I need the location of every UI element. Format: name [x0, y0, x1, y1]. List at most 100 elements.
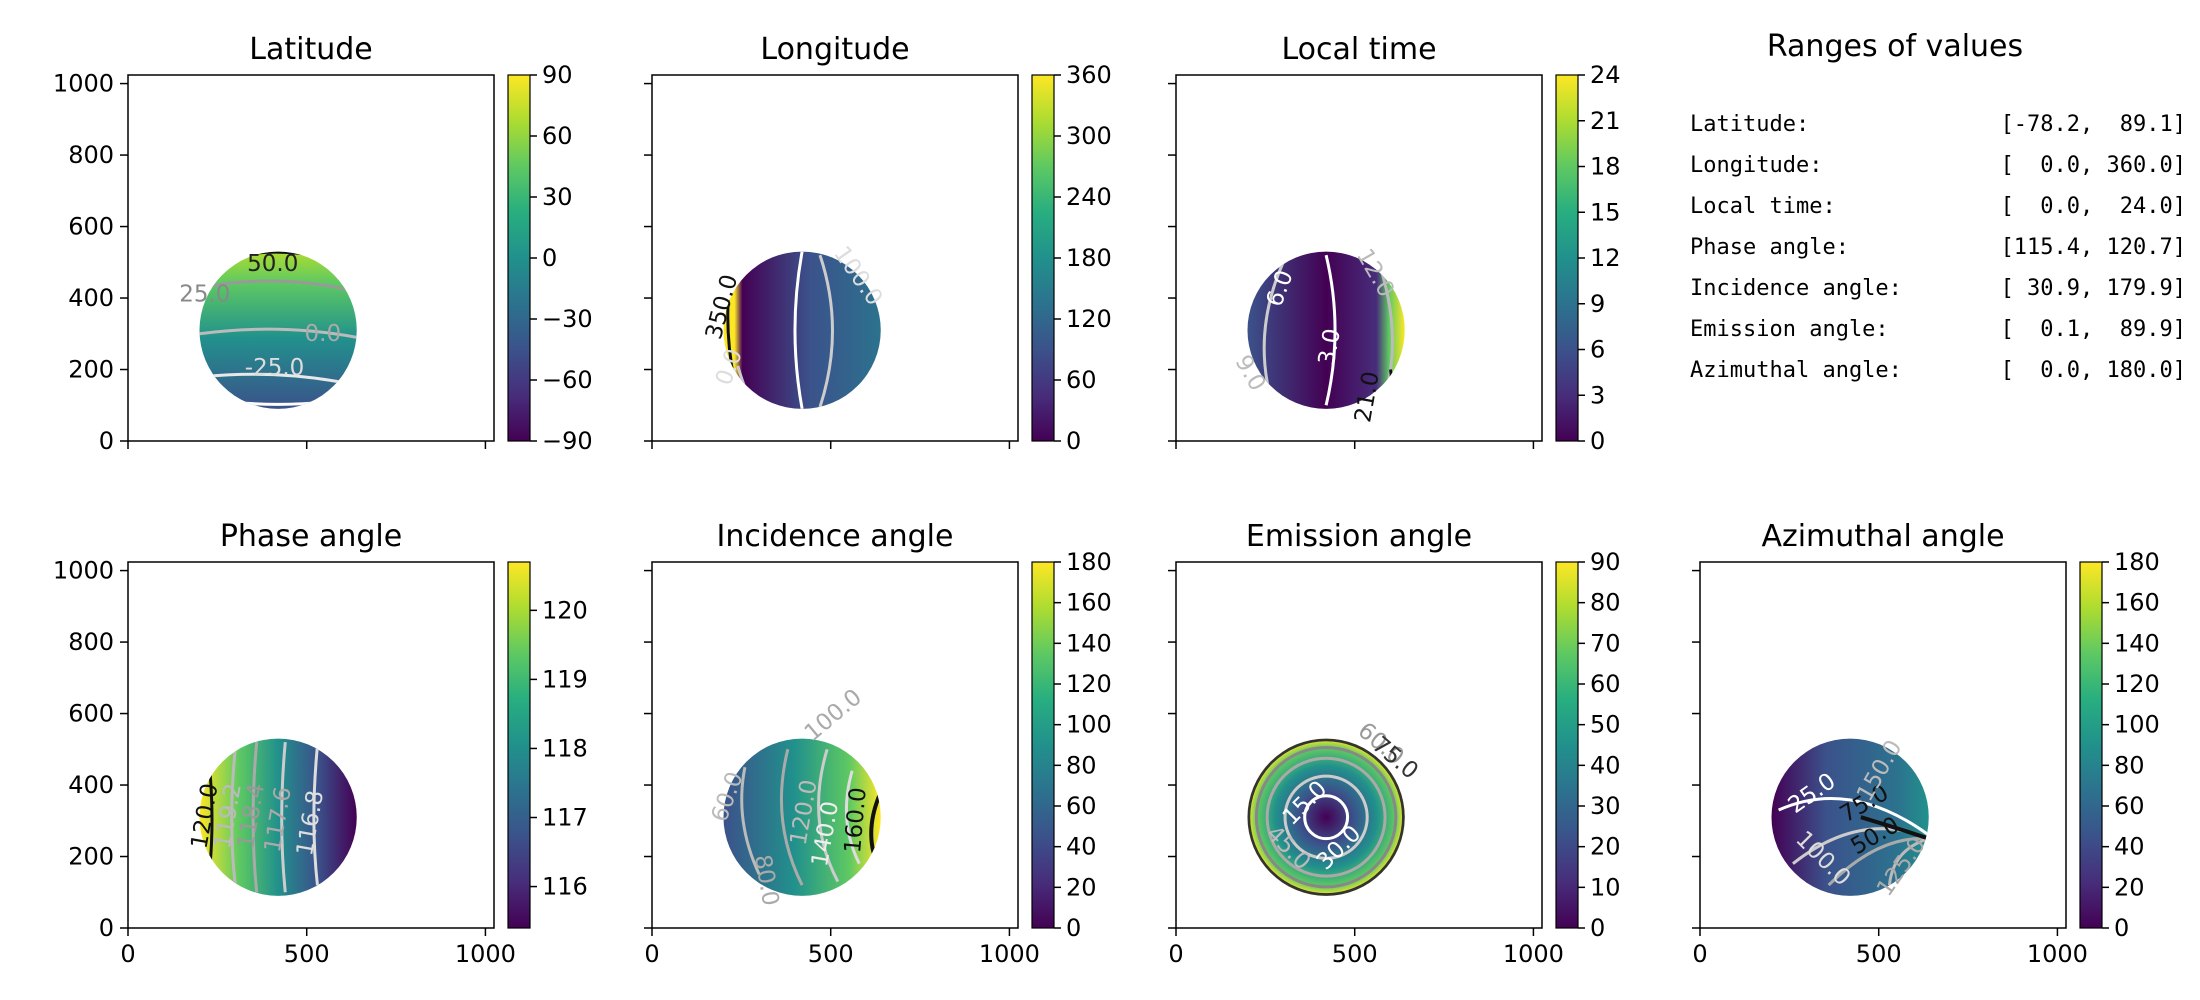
colorbar-tick-label: 180: [1066, 548, 1112, 576]
colorbar-tick-label: 120: [542, 596, 588, 624]
colorbar: [507, 561, 531, 929]
colorbar-tick-label: 20: [1066, 873, 1097, 901]
colorbar-tick-label: 100: [1066, 711, 1112, 739]
contour-line: [1265, 756, 1387, 878]
colorbar-tick-label: 140: [1066, 629, 1112, 657]
range-row-name: Local time:: [1690, 194, 1836, 219]
contour-line: [1283, 774, 1369, 860]
colorbar: [1031, 561, 1055, 929]
x-tick-label: 0: [1692, 940, 1707, 968]
colorbar-tick-label: 9: [1590, 290, 1605, 318]
colorbar: [1031, 74, 1055, 442]
colorbar-tick-label: 70: [1590, 629, 1621, 657]
range-row-value: [ 0.0, 24.0]: [2001, 194, 2186, 219]
colorbar-tick-label: 118: [542, 734, 588, 762]
colorbar-tick-label: 60: [1066, 792, 1097, 820]
contour-lines: [740, 748, 881, 886]
contour-label: 50.0: [247, 251, 298, 277]
colorbar-tick-label: 20: [1590, 833, 1621, 861]
colorbar-tick-label: 90: [542, 61, 573, 89]
colorbar-tick-label: 180: [2114, 548, 2160, 576]
colorbar-tick-label: 180: [1066, 244, 1112, 272]
range-row-name: Emission angle:: [1690, 317, 1889, 342]
colorbar-tick-label: 30: [542, 183, 573, 211]
panel-incidence-angle: Incidence angle60.0100.0120.0140.0160.08…: [644, 519, 1112, 968]
x-tick-label: 1000: [455, 940, 516, 968]
x-tick-label: 500: [1332, 940, 1378, 968]
panel-latitude: Latitude50.025.00.0-25.00200400600800100…: [53, 32, 593, 455]
x-tick-label: 0: [1168, 940, 1183, 968]
contour-label: 160.0: [840, 786, 872, 854]
colorbar-tick-label: 30: [1590, 792, 1621, 820]
y-tick-label: 200: [68, 356, 114, 384]
x-tick-label: 0: [644, 940, 659, 968]
axes-frame: [1175, 74, 1543, 442]
panel-title: Azimuthal angle: [1761, 519, 2004, 554]
colorbar-tick-label: −90: [542, 427, 593, 455]
contour-line: [1827, 836, 1929, 887]
contour-lines: [1778, 797, 1929, 887]
contour-line: [1778, 797, 1929, 837]
disk-image: [723, 251, 881, 409]
colorbar-tick-label: 0: [1590, 914, 1605, 942]
contour-line: [818, 254, 834, 408]
panel-title: Emission angle: [1246, 519, 1472, 554]
colorbar-tick-label: 0: [1066, 914, 1081, 942]
colorbar-tick-label: 80: [1066, 751, 1097, 779]
colorbar-tick-label: 120: [2114, 670, 2160, 698]
y-tick-label: 800: [68, 141, 114, 169]
colorbar-tick-label: 0: [1590, 427, 1605, 455]
colorbar-tick-label: 15: [1590, 198, 1621, 226]
colorbar-tick-label: 40: [2114, 833, 2145, 861]
contour-line: [1324, 254, 1337, 406]
contour-line: [280, 742, 287, 893]
colorbar: [2079, 561, 2103, 929]
colorbar-tick-label: 116: [542, 873, 588, 901]
colorbar-tick-label: 40: [1066, 833, 1097, 861]
disk-image: [1247, 738, 1405, 896]
contour-label: 0.0: [305, 321, 342, 347]
range-row-name: Incidence angle:: [1690, 276, 1902, 301]
colorbar-tick-label: 0: [2114, 914, 2129, 942]
contour-line: [740, 766, 761, 876]
panel-title: Local time: [1281, 32, 1436, 67]
contour-line: [844, 770, 861, 865]
contour-label: 25.0: [179, 282, 230, 308]
colorbar-tick-label: 60: [1590, 670, 1621, 698]
contour-lines: [1247, 738, 1405, 896]
colorbar-tick-label: 90: [1590, 548, 1621, 576]
panel-title: Latitude: [249, 32, 372, 67]
colorbar-tick-label: 80: [2114, 751, 2145, 779]
colorbar-tick-label: −30: [542, 305, 593, 333]
colorbar-tick-label: 60: [542, 122, 573, 150]
colorbar-tick-label: 300: [1066, 122, 1112, 150]
colorbar-tick-label: 0: [1066, 427, 1081, 455]
contour-line: [793, 251, 804, 409]
contour-line: [208, 774, 214, 864]
disk-image: [723, 738, 881, 896]
y-tick-label: 0: [99, 914, 114, 942]
range-row-name: Latitude:: [1690, 112, 1809, 137]
contour-line: [202, 279, 354, 293]
contour-line: [251, 742, 259, 893]
contour-line: [1262, 261, 1285, 392]
y-tick-label: 0: [99, 427, 114, 455]
contour-line: [1254, 746, 1398, 889]
y-tick-label: 600: [68, 213, 114, 241]
colorbar-tick-label: 160: [1066, 589, 1112, 617]
colorbar-tick-label: 6: [1590, 336, 1605, 364]
colorbar-tick-label: 120: [1066, 670, 1112, 698]
y-tick-label: 400: [68, 771, 114, 799]
contour-lines: [208, 742, 319, 893]
contour-label: -25.0: [245, 355, 305, 381]
contour-line: [199, 327, 357, 339]
range-row-value: [-78.2, 89.1]: [2001, 112, 2186, 137]
colorbar-tick-label: 160: [2114, 589, 2160, 617]
y-tick-label: 800: [68, 628, 114, 656]
colorbar: [1555, 74, 1579, 442]
axes-frame: [1699, 561, 2067, 929]
colorbar-tick-label: 21: [1590, 107, 1621, 135]
